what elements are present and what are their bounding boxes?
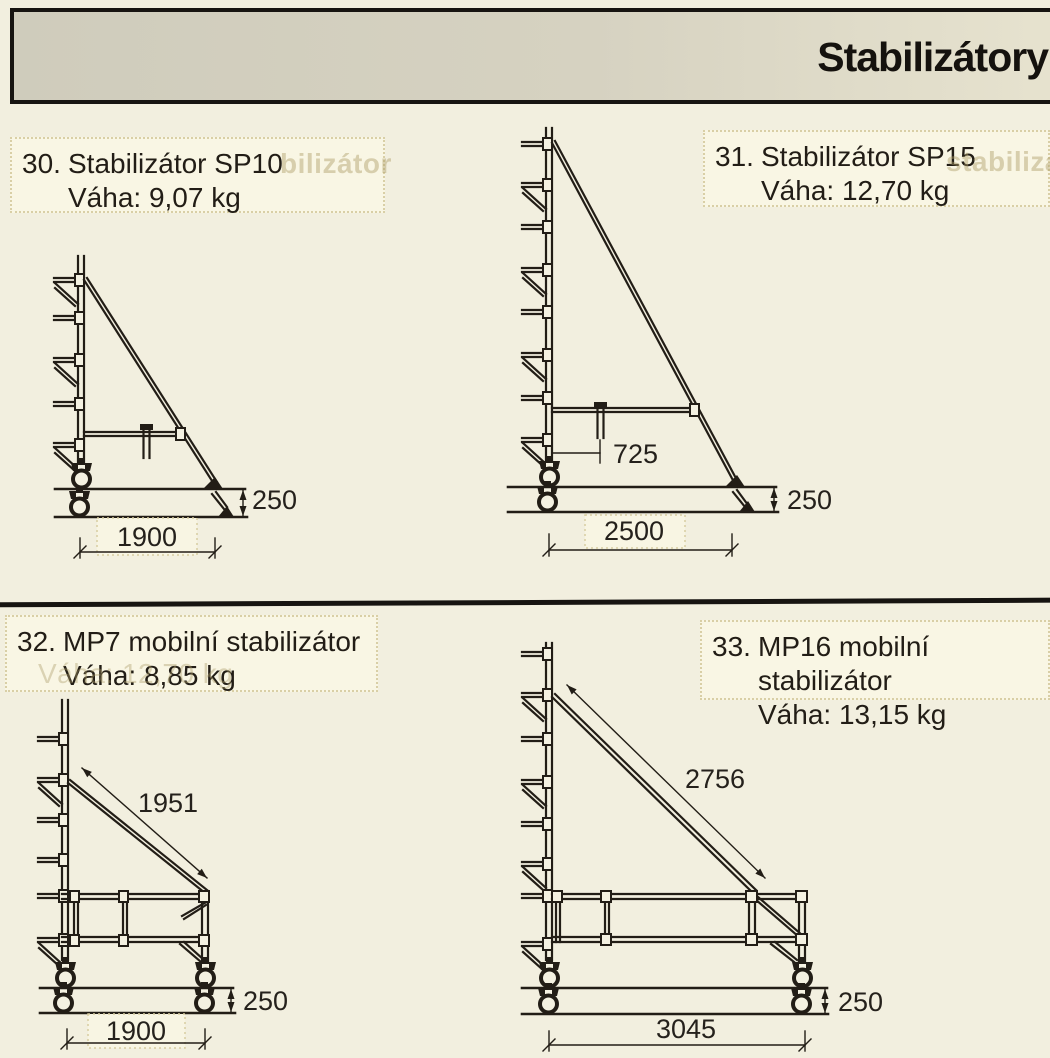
diagonal-strut (82, 276, 223, 489)
ground-lines (38, 986, 237, 1015)
dimension-base-width: 1900 (60, 1013, 212, 1050)
dim-1900-label: 1900 (106, 1016, 166, 1046)
dim-250-label: 250 (243, 986, 288, 1016)
page-header: Stabilizátory (10, 8, 1050, 104)
mast-rungs (36, 731, 70, 968)
dim-725-label: 725 (613, 439, 658, 469)
dimension-outreach: 725 (551, 439, 658, 469)
item-number: 31. (715, 141, 754, 172)
item-31-label: 31. Stabilizátor SP15 Váha: 12,70 kg (703, 130, 1050, 207)
outrigger-frame (60, 890, 210, 964)
dim-2756-label: 2756 (685, 764, 745, 794)
dim-2500-label: 2500 (604, 516, 664, 546)
dimension-base-width: 1900 (73, 517, 222, 559)
dim-250-label: 250 (838, 987, 883, 1017)
item-name: Stabilizátor SP15 (761, 141, 976, 172)
drawing-stabilizer-sp15: 725 250 2500 (506, 126, 832, 557)
item-weight: Váha: 8,85 kg (63, 660, 236, 691)
drawing-mp7-mobile-stabilizer: 1951 250 1900 (36, 698, 288, 1050)
diagonal-strut (66, 778, 209, 895)
item-name: Stabilizátor SP10 (68, 148, 283, 179)
item-number: 33. (712, 631, 751, 662)
item-number: 30. (22, 148, 61, 179)
page-title: Stabilizátory (817, 34, 1049, 80)
dimension-base-height: 250 (239, 485, 297, 518)
dimension-strut-length: 2756 (564, 682, 768, 881)
drawing-stabilizer-sp10: 250 1900 (52, 254, 297, 559)
item-weight: Váha: 9,07 kg (68, 182, 241, 213)
dimension-strut-length: 1951 (79, 765, 210, 881)
item-name: MP7 mobilní stabilizátor (63, 626, 361, 657)
mast-rungs (52, 272, 86, 473)
item-30-label: 30. Stabilizátor SP10 Váha: 9,07 kg (10, 137, 385, 213)
mast-rungs (520, 136, 554, 468)
dimension-base-width: 2500 (542, 514, 739, 557)
caster-wheels (535, 454, 562, 513)
dimension-base-width: 3045 (542, 1014, 812, 1052)
caster-wheels (51, 955, 218, 1014)
item-32-label: 32. MP7 mobilní stabilizátor Váha: 8,85 … (5, 615, 378, 692)
ground-lines (520, 986, 830, 1016)
item-name: MP16 mobilní stabilizátor (758, 631, 930, 696)
horizontal-member (550, 402, 700, 440)
item-33-label: 33. MP16 mobilní stabilizátor Váha: 13,1… (700, 620, 1050, 730)
horizontal-member (82, 424, 186, 460)
dim-1900-label: 1900 (117, 522, 177, 552)
dim-250-label: 250 (787, 485, 832, 515)
item-number: 32. (17, 626, 56, 657)
caster-wheels (536, 955, 815, 1015)
dimension-base-height: 250 (227, 986, 288, 1016)
diagonal-strut (550, 692, 758, 895)
extended-foot (210, 490, 234, 517)
dim-250-label: 250 (252, 485, 297, 515)
extended-foot (731, 488, 755, 512)
item-weight: Váha: 13,15 kg (758, 699, 947, 730)
drawing-mp16-mobile-stabilizer: 2756 250 3045 (520, 641, 883, 1052)
dim-3045-label: 3045 (656, 1014, 716, 1044)
mast-rungs (520, 646, 554, 972)
dim-1951-label: 1951 (138, 788, 198, 818)
ground-lines (506, 485, 780, 514)
item-weight: Váha: 12,70 kg (761, 175, 950, 206)
dimension-base-height: 250 (821, 987, 883, 1017)
section-divider (0, 597, 1050, 608)
diagonal-strut (550, 139, 745, 487)
ground-lines (53, 487, 249, 519)
caster-wheels (67, 456, 94, 518)
dimension-base-height: 250 (770, 485, 832, 515)
outrigger-frame (550, 890, 808, 964)
